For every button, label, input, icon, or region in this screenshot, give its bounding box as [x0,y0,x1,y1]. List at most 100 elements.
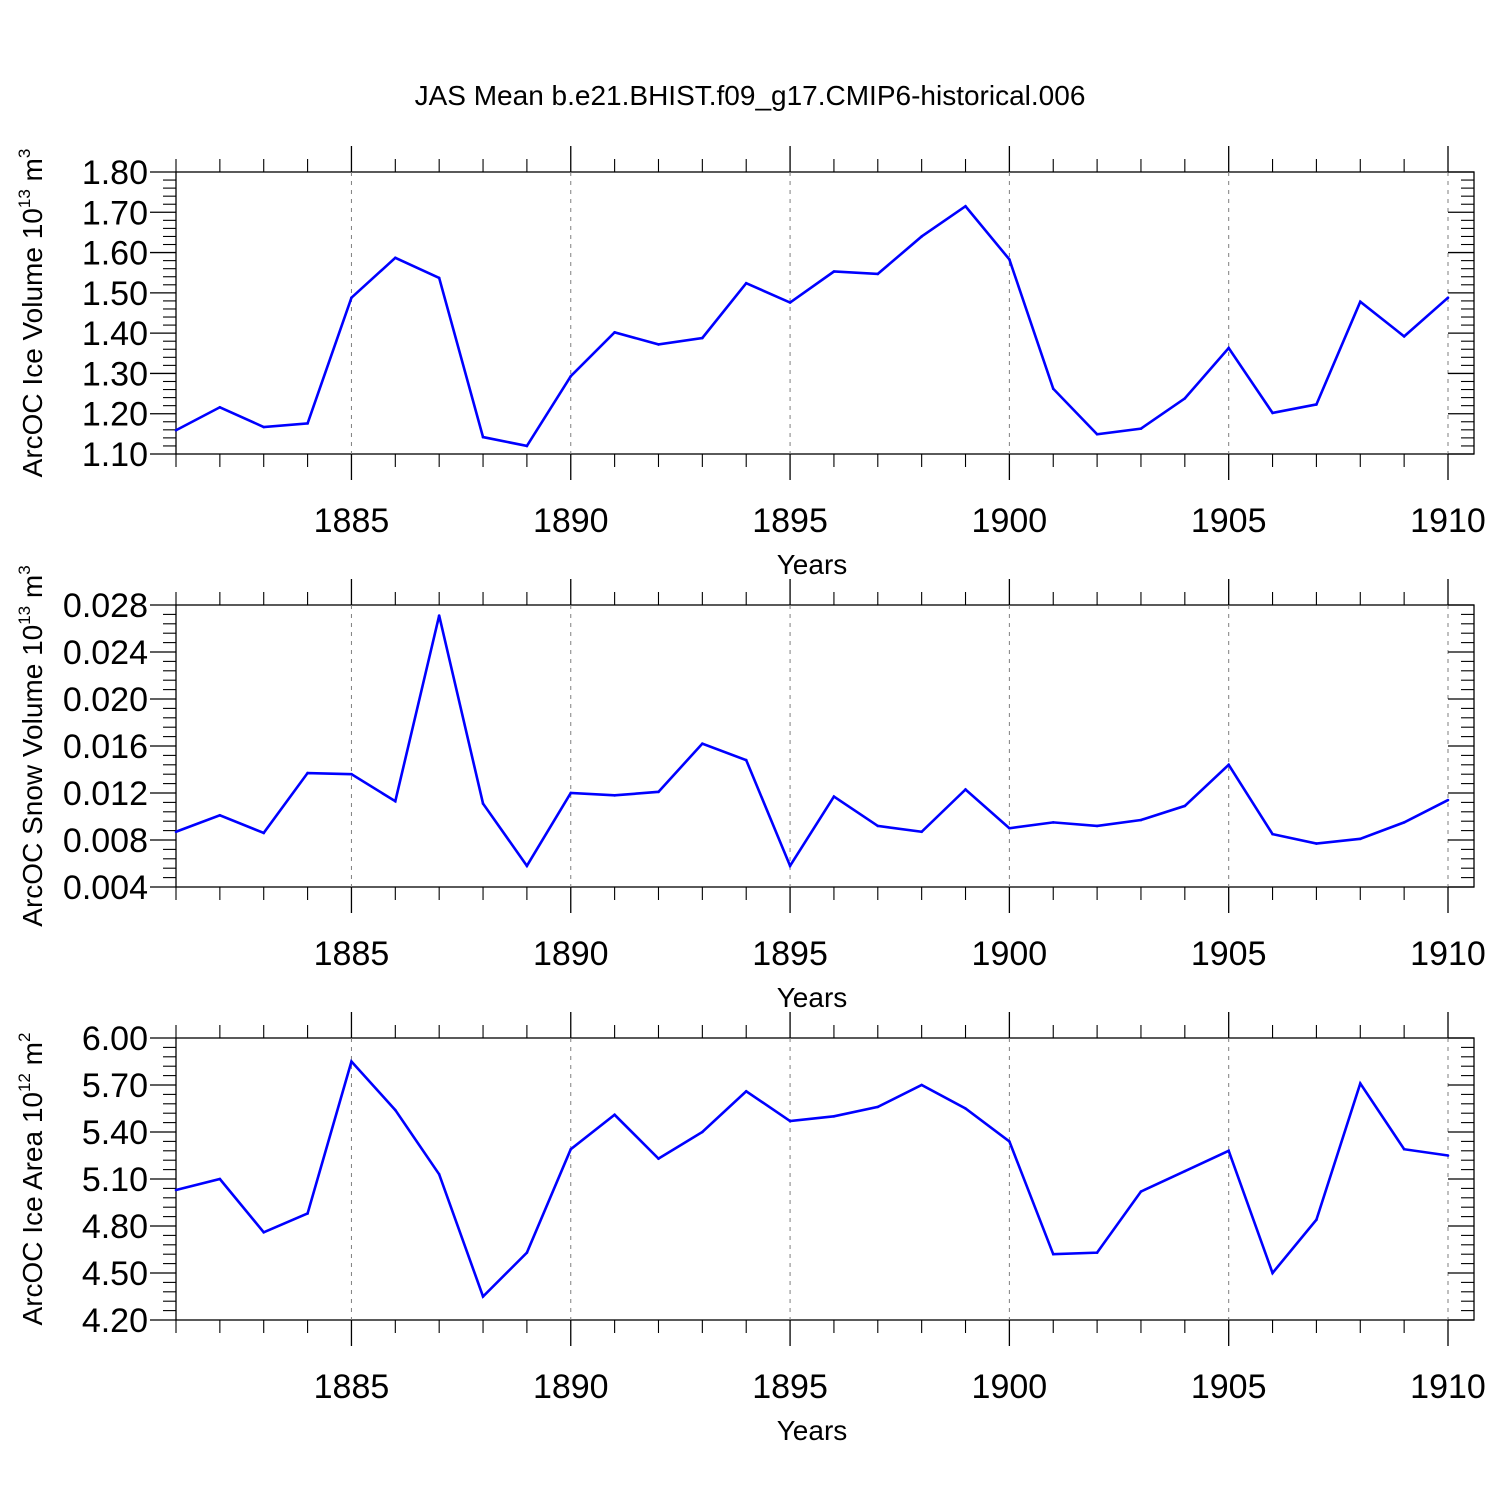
y-tick-label: 0.004 [63,869,148,907]
data-point [1446,1154,1450,1157]
data-point [1008,258,1011,261]
data-point [394,799,397,803]
plot-frame [175,1037,1475,1321]
x-tick-label: 1885 [314,1368,390,1406]
data-point [1183,397,1187,400]
data-point [1095,1251,1099,1254]
y-axis-label-text: ArcOC Ice Area 10 [17,1092,48,1325]
data-point [1183,1169,1187,1173]
plot-frame [175,604,1475,888]
y-axis-label-text: m [17,1042,48,1073]
data-point [1227,763,1230,767]
data-point [1051,387,1055,391]
x-tick-label: 1905 [1191,935,1267,973]
data-point [262,1230,266,1234]
data-point [174,830,178,834]
y-tick-label: 1.70 [82,194,148,232]
y-tick-label: 0.028 [63,587,148,625]
y-tick-label: 1.10 [82,436,148,474]
data-point [1051,821,1055,824]
y-tick-label: 1.40 [82,315,148,353]
y-tick-label: 5.40 [82,1114,148,1152]
data-point [1402,335,1406,338]
x-tick-label: 1895 [752,1368,828,1406]
y-tick-label: 5.70 [82,1067,148,1105]
data-point [306,771,309,775]
data-point [1358,1082,1362,1085]
y-tick-label: 0.012 [63,775,148,813]
data-point [964,1107,967,1110]
x-tick-label: 1890 [533,1368,609,1406]
series-line [175,615,1449,869]
data-point [701,742,704,745]
y-axis-label-text: m [17,158,48,189]
data-point [920,235,923,238]
data-point [744,1089,748,1093]
y-tick-label: 0.020 [63,681,148,719]
y-axis-label: ArcOC Snow Volume 1013 m3 [15,565,48,926]
data-point [1227,1149,1230,1153]
y-tick-label: 1.80 [82,154,148,192]
data-point [1095,432,1099,436]
y-tick-label: 0.024 [63,634,148,672]
data-point [1358,837,1362,841]
data-point [218,1177,222,1181]
x-tick-label: 1905 [1191,502,1267,540]
data-point [1446,296,1450,299]
x-tick-label: 1885 [314,935,390,973]
series-line [175,1058,1449,1299]
data-point [832,270,836,273]
data-point [832,795,836,798]
y-tick-label: 1.20 [82,396,148,434]
data-point [306,1212,309,1215]
y-tick-label: 0.008 [63,822,148,860]
y-axis-label-text: ArcOC Snow Volume 10 [17,625,48,927]
data-point [569,1147,573,1151]
data-point [350,296,353,299]
data-point [788,864,792,868]
x-tick-label: 1890 [533,502,609,540]
data-point [437,614,441,617]
y-tick-label: 6.00 [82,1020,148,1058]
data-point [481,1295,485,1298]
data-point [744,281,748,285]
chart-panel-2: 1885 1890 1895 1900 1905 1910 0.004 0.008 0.012 0… [15,565,1486,1013]
data-point [218,405,222,409]
figure-title: JAS Mean b.e21.BHIST.f09_g17.CMIP6-histo… [415,80,1086,111]
y-tick-label: 4.50 [82,1255,148,1293]
data-point [1271,411,1274,415]
y-axis-label-exponent: 2 [15,1033,34,1042]
data-point [744,758,748,762]
data-point [525,864,529,868]
data-point [394,1108,397,1112]
x-axis-label: Years [777,549,848,580]
data-point [569,374,573,378]
data-point [481,435,485,439]
data-point [1402,1147,1406,1151]
data-point [437,276,441,280]
data-point [1315,1218,1318,1222]
panels: 1885 1890 1895 1900 1905 1910 1.101.201.301.40… [15,146,1486,1446]
x-tick-label: 1900 [972,935,1048,973]
data-point [1402,821,1406,824]
data-point [701,336,704,340]
data-point [1051,1252,1055,1256]
x-tick-label: 1895 [752,935,828,973]
y-axis-label-exponent: 13 [15,606,34,625]
data-point [262,831,266,835]
y-axis-label-text: m [17,575,48,606]
data-point [350,1060,353,1063]
data-point [306,422,309,425]
data-point [1271,832,1274,836]
data-point [832,1115,836,1118]
x-tick-label: 1910 [1410,1368,1486,1406]
data-point [657,790,660,794]
chart-panel-3: 1885 1890 1895 1900 1905 1910 4.20 4.50 4.80 5.10… [15,1012,1486,1446]
data-point [920,830,923,834]
data-point [1315,842,1318,845]
x-tick-label: 1885 [314,502,390,540]
data-point [1139,1190,1143,1193]
data-point [525,1251,529,1254]
